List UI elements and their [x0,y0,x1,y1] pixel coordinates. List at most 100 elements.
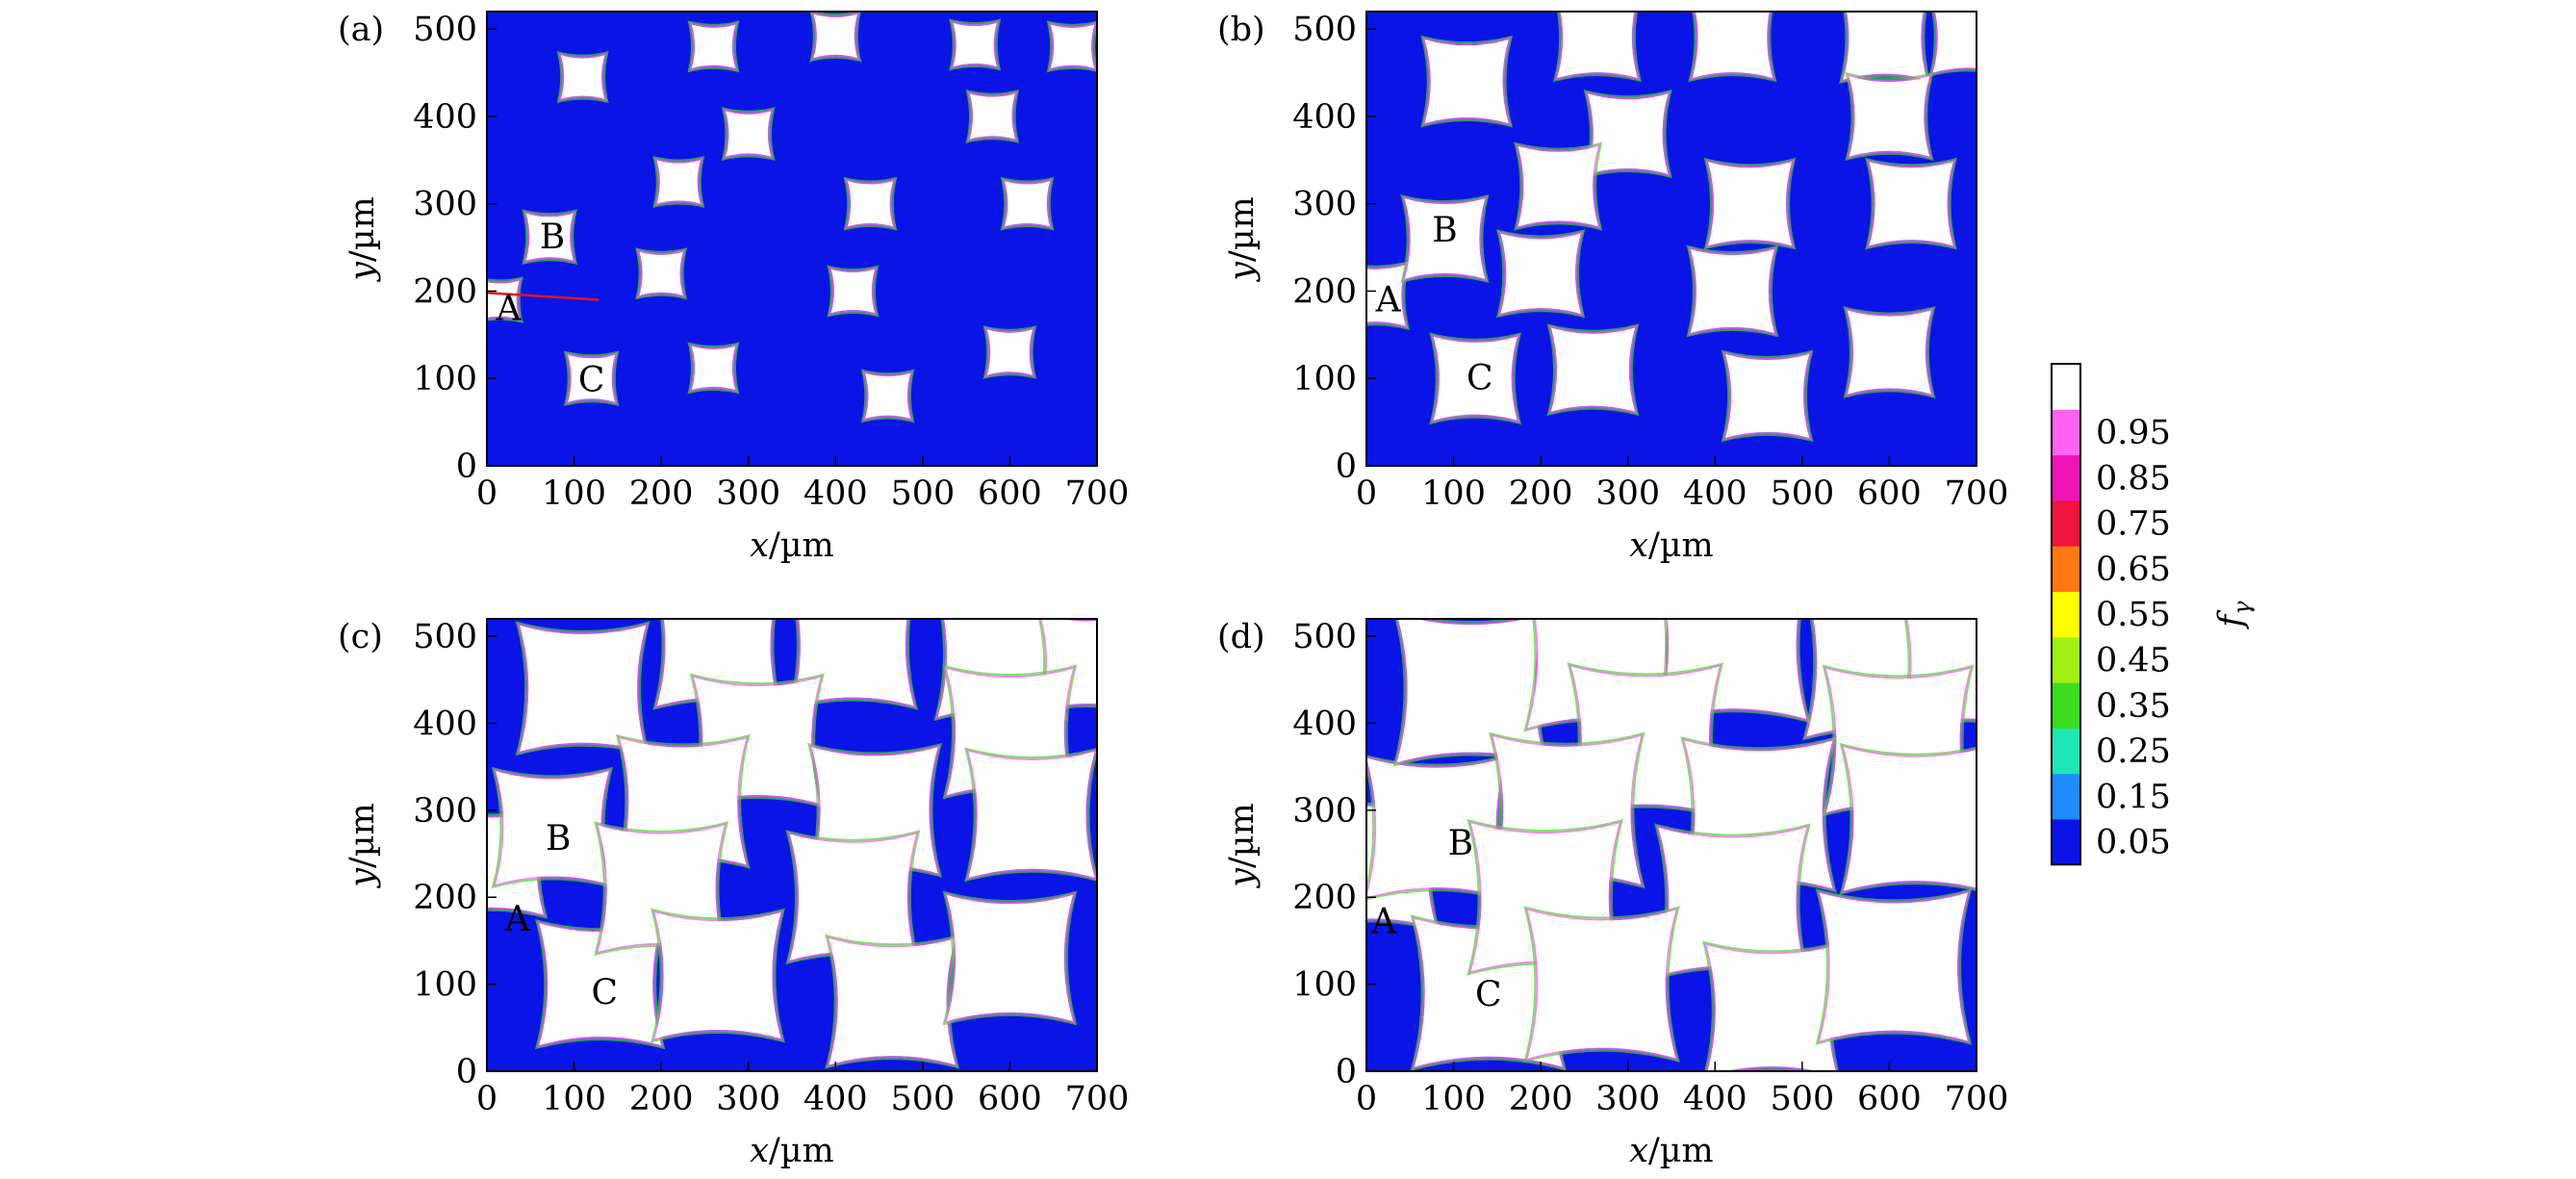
grain-rim [563,350,620,407]
grain [792,619,914,706]
grain-rim [1815,888,1973,1045]
grain-rim [862,371,913,422]
grain-rim [1867,159,1956,248]
y-tick-label: 300 [413,792,477,831]
y-tick-label: 500 [1292,11,1357,49]
grain-rim [809,744,941,876]
grain-field [1366,619,1977,1071]
colorbar-tick-label: 0.75 [2096,505,2171,544]
y-tick-label: 400 [413,705,477,743]
grain-rim [1817,890,1971,1043]
x-axis-unit: /µm [1648,526,1714,565]
x-tick-label: 600 [978,1080,1042,1118]
colorbar-tick-label: 0.05 [2096,824,2171,862]
grain-rim [787,619,919,710]
grain-rim [1496,229,1586,319]
grain [1707,162,1793,246]
y-tick-label: 400 [413,98,477,137]
grain-rim [1048,22,1097,71]
grain-label-A: A [504,900,531,939]
grain [1500,233,1581,315]
grain-rim [825,934,960,1069]
grain-label-B: B [546,819,571,859]
grain-label-C: C [1475,975,1502,1014]
grain-rim [1402,195,1488,282]
y-axis-label: y/µm [1223,803,1262,889]
grain-rim [523,211,576,264]
grain-rim [1431,334,1520,423]
grain-rim [965,89,1020,143]
x-axis-unit: /µm [1648,1132,1714,1170]
grain [691,24,736,68]
colorbar-segment [2052,728,2080,775]
x-tick-label: 400 [1683,1080,1747,1118]
x-tick-label: 600 [1857,474,1922,513]
grain [946,894,1074,1022]
grain-rim [1703,942,1840,1071]
grain-rim [827,265,880,318]
grain-rim [558,52,607,102]
grain-label-C: C [1467,359,1493,398]
grain-rim [1843,306,1936,398]
x-tick-label: 600 [978,474,1042,513]
colorbar: 0.05 0.15 0.25 0.35 0.45 0.55 0.65 0.75 0.85 0.95… [2051,363,2256,866]
grain [953,22,997,67]
grain-rim [942,890,1078,1026]
grain [847,181,894,227]
colorbar-tick-label: 0.35 [2096,687,2171,726]
grain [1869,162,1953,246]
grain [568,354,616,402]
panel-tag: (a) [338,11,384,49]
grain-rim [1498,231,1584,317]
grain-rim [1552,12,1643,83]
grain [1820,892,1968,1041]
panel-c: 0 100 200 300 400 500 600 7000100200300400500x/… [338,618,1129,1170]
grain [1847,310,1931,395]
grain-rim [687,342,740,395]
colorbar-segment [2052,500,2080,547]
grain [1424,39,1509,124]
grain [1932,12,1977,73]
grain-rim [689,22,738,71]
grain-rim [1366,262,1409,329]
x-axis-label: x/µm [1629,1132,1713,1170]
grain-rim [1002,178,1053,229]
grain [1518,145,1598,227]
x-tick-label: 100 [542,474,606,513]
x-axis-var: x [1629,526,1648,565]
grain-rim [650,908,786,1043]
grain [1588,93,1669,174]
y-tick-label: 400 [1292,98,1357,137]
y-tick-label: 500 [413,618,477,656]
x-axis-var: x [750,1132,769,1170]
colorbar-title: fγ [2212,601,2256,630]
grain-rim [635,247,688,300]
colorbar-segment [2052,546,2080,592]
y-axis-var: y [1223,261,1262,283]
grain-label-A: A [1370,903,1397,942]
grain-rim [964,747,1097,883]
x-tick-label: 400 [803,474,868,513]
colorbar-tick-label: 0.85 [2096,459,2171,498]
panel-b: 0 100 200 300 400 500 600 7000100200300400500x/… [1217,11,2008,565]
x-axis-label: x/µm [750,526,833,565]
grain-label-B: B [540,218,565,257]
grain-rim [807,742,943,878]
grain [1050,24,1095,68]
grain [560,55,605,99]
y-tick-label: 200 [413,879,477,917]
grain-rim [1701,940,1842,1071]
grain [813,13,857,59]
colorbar-segment [2052,454,2080,501]
grain-field [487,12,1097,423]
x-tick-label: 0 [1356,1080,1377,1118]
colorbar-tick-label: 0.95 [2096,414,2171,452]
grain-label-A: A [1375,281,1402,320]
grain-rim [1514,141,1603,231]
x-tick-label: 500 [890,474,955,513]
grain-rim [1366,260,1411,331]
grain [1843,12,1927,80]
grain [1366,757,1506,898]
grain-rim [1554,12,1641,81]
